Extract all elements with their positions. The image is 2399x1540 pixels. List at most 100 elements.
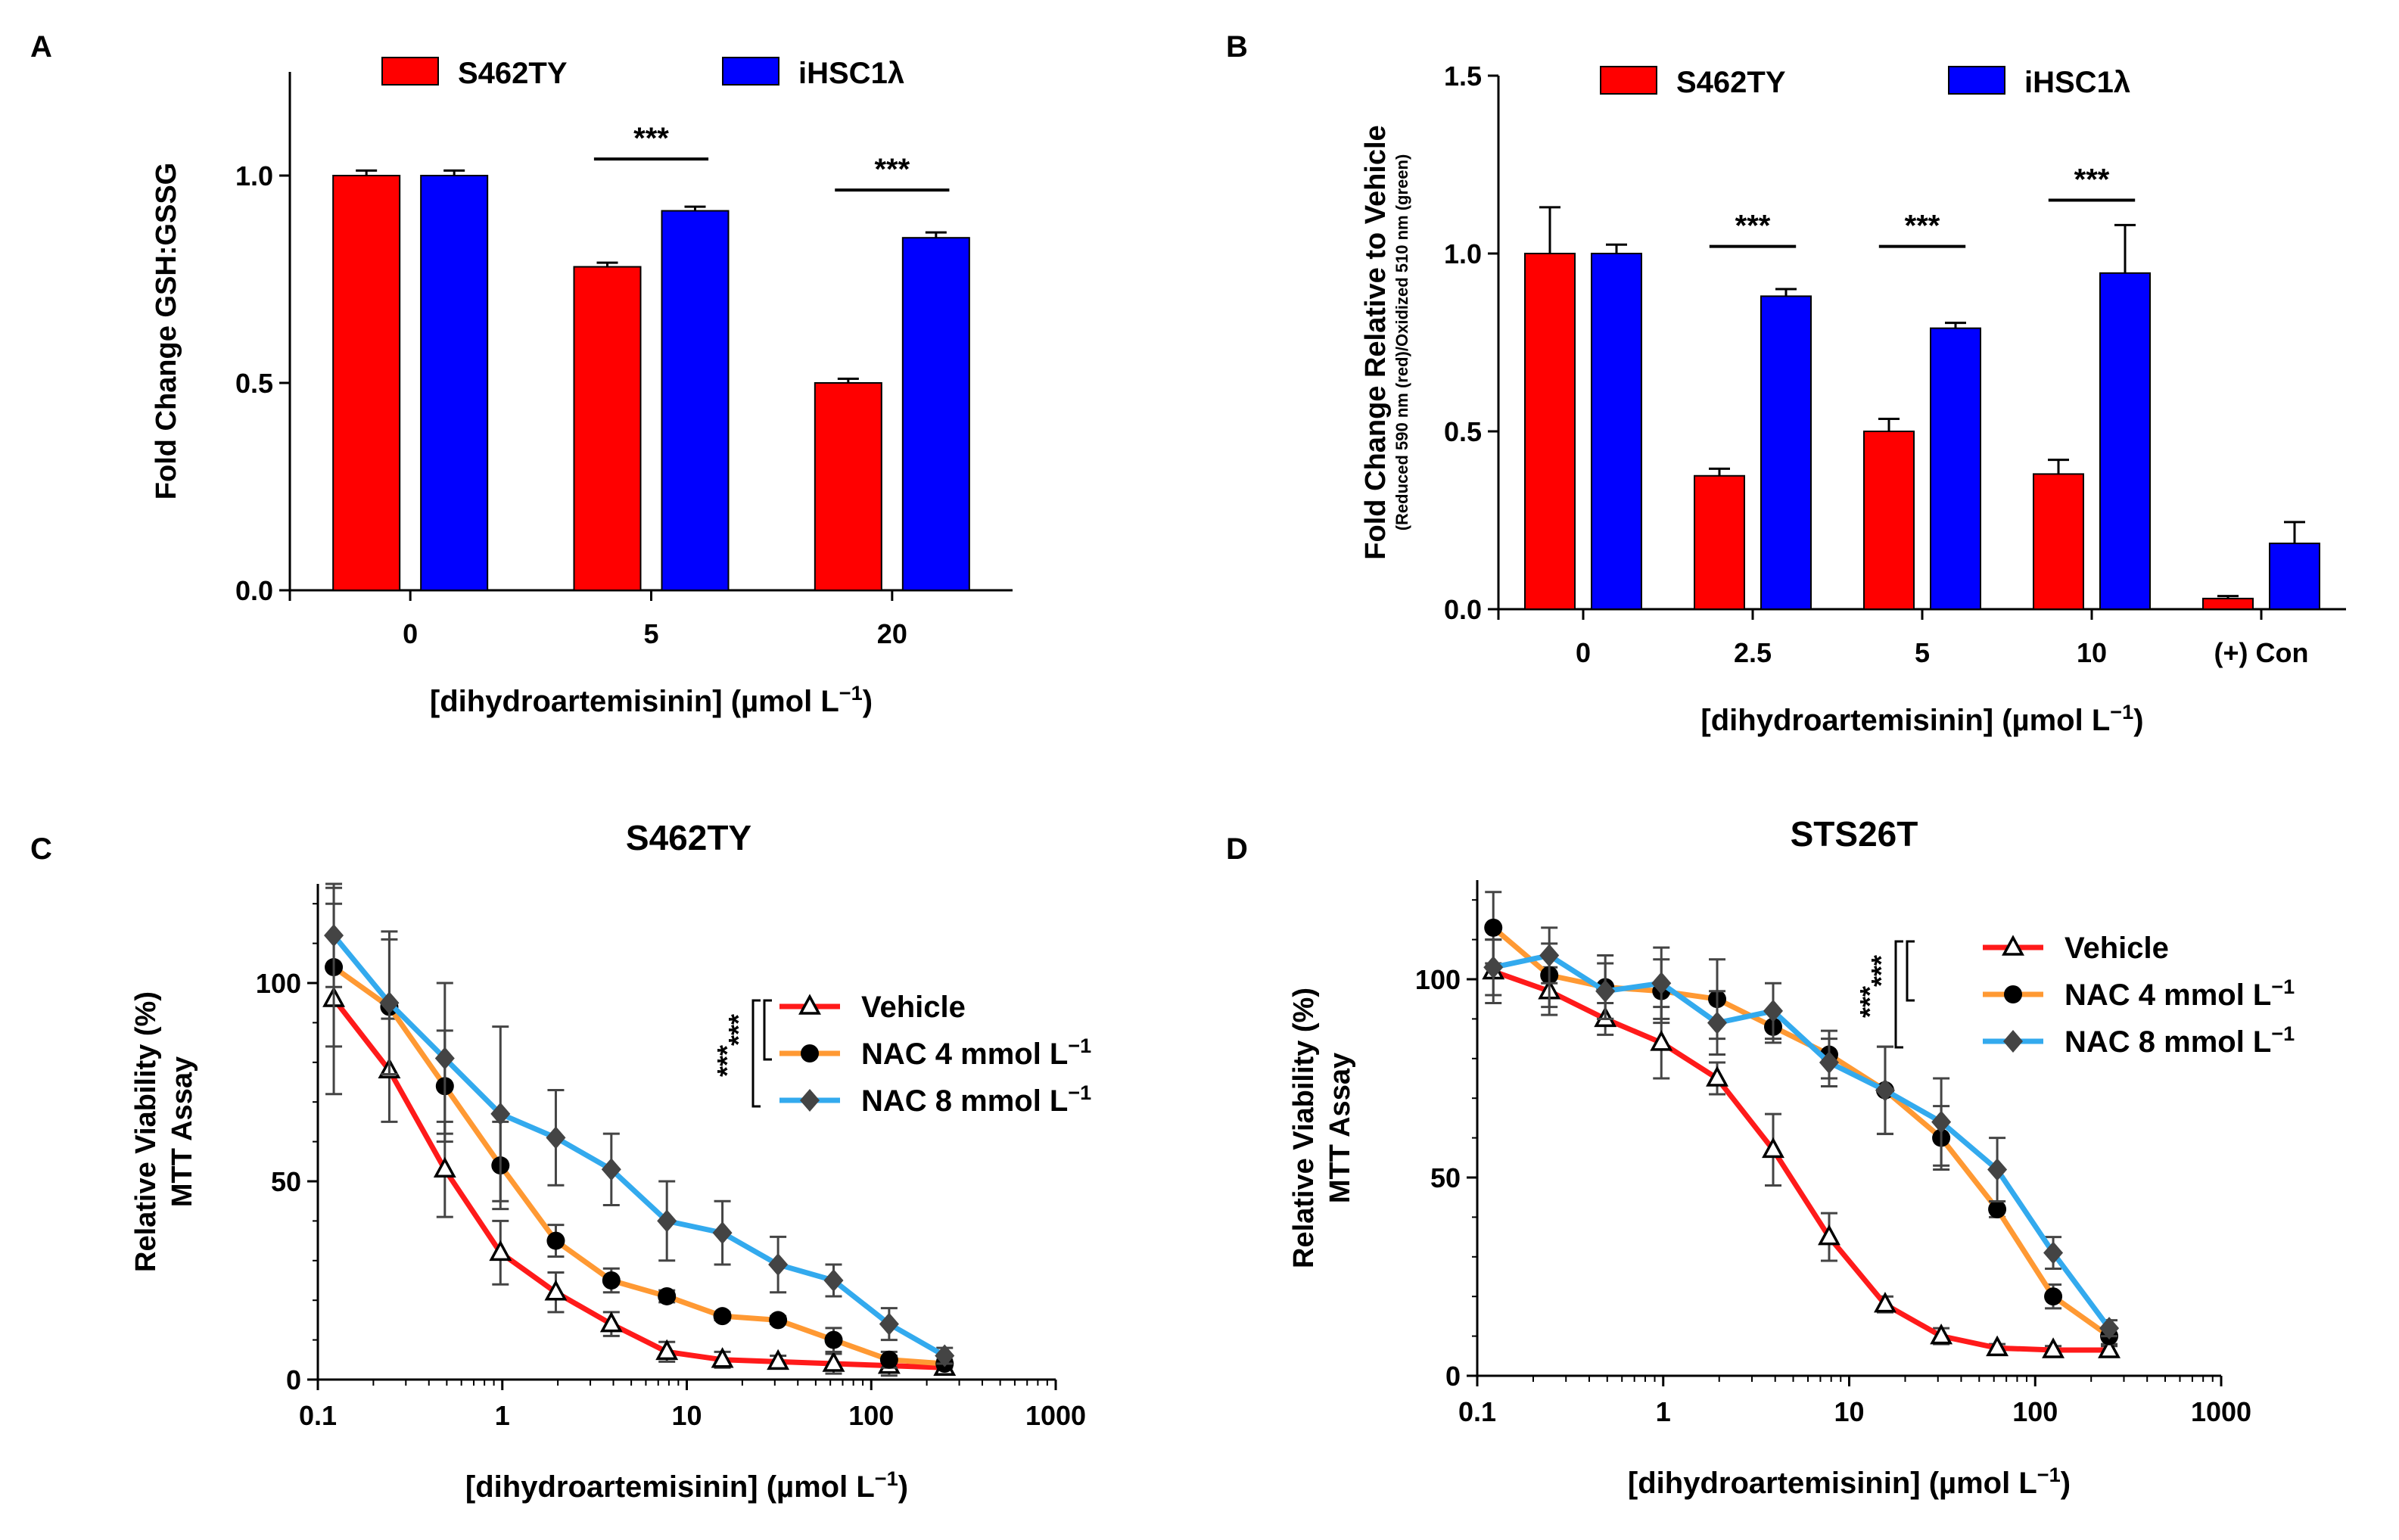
legend-label-text: NAC 4 mmol L: [2065, 978, 2271, 1012]
bar-s462ty: [332, 175, 401, 591]
data-point-0: [822, 1351, 845, 1372]
data-point-0: [655, 1339, 679, 1361]
significance-bracket: [1894, 940, 1903, 1049]
data-point-2: [601, 1158, 621, 1181]
panel-label-b: B: [1226, 30, 1248, 64]
x-axis-label-text: [dihydroartemisinin] (µmol L: [1628, 1467, 2037, 1500]
x-axis-label: [dihydroartemisinin] (µmol L−1): [465, 1467, 908, 1504]
data-point-0: [2042, 1337, 2065, 1358]
data-point-2: [1819, 1051, 1839, 1075]
data-point-0: [1874, 1292, 1896, 1313]
chart-title: S462TY: [626, 818, 751, 857]
y-tick-label: 1.0: [1444, 238, 1482, 269]
data-point-0: [711, 1347, 734, 1368]
data-point-0: [599, 1311, 623, 1333]
y-tick-label: 100: [1415, 964, 1461, 995]
legend-label-text: NAC 4 mmol L: [861, 1038, 1068, 1071]
x-axis-label-end: ): [863, 685, 873, 718]
legend-label: NAC 8 mmol L−1: [2065, 1022, 2295, 1059]
data-point-1: [2044, 1287, 2063, 1306]
legend-label-sup: −1: [2271, 1022, 2295, 1045]
legend-swatch: [1600, 66, 1657, 95]
data-point-0: [1650, 1030, 1673, 1051]
y-tick-label: 50: [271, 1166, 301, 1197]
y-tick-label: 1.5: [1444, 61, 1482, 92]
data-point-2: [823, 1269, 844, 1292]
data-point-0: [1986, 1335, 2009, 1357]
bar-ihsc1λ: [2099, 272, 2151, 610]
data-point-2: [657, 1209, 677, 1233]
significance-label: ***: [1905, 210, 1940, 243]
x-axis-label-sup: −1: [2110, 700, 2133, 723]
y-axis-label: Fold Change GSH:GSSG: [151, 163, 182, 499]
data-point-2: [1651, 972, 1672, 995]
bar-s462ty: [573, 266, 642, 591]
y-tick-label: 0.0: [235, 575, 273, 606]
series-line-2: [331, 933, 946, 1358]
y-tick-label: 1.0: [235, 160, 273, 191]
data-point-1: [879, 1350, 898, 1369]
data-point-1: [769, 1311, 788, 1330]
chart-title: STS26T: [1791, 814, 1918, 854]
legend-label-text: NAC 8 mmol L: [2065, 1025, 2271, 1059]
legend-marker: [2002, 935, 2024, 956]
bar-ihsc1λ: [2269, 543, 2320, 610]
series-line-0: [331, 997, 945, 1370]
bar-s462ty: [1863, 431, 1915, 610]
bar-ihsc1λ: [661, 210, 730, 591]
legend-label: S462TY: [458, 57, 568, 90]
data-point-2: [712, 1221, 733, 1245]
data-point-2: [490, 1102, 511, 1125]
y-axis-sublabel: MTT Assay: [1324, 1053, 1356, 1203]
data-point-2: [1875, 1078, 1895, 1102]
y-axis-label: Fold Change Relative to Vehicle: [1360, 125, 1392, 559]
data-point-2: [1707, 1011, 1728, 1034]
data-point-2: [324, 924, 344, 947]
significance-label: ***: [1865, 955, 1896, 987]
y-tick-label: 0: [286, 1364, 301, 1395]
y-axis-sublabel: MTT Assay: [166, 1056, 198, 1207]
bar-s462ty: [1524, 253, 1576, 610]
x-axis-label-text: [dihydroartemisinin] (µmol L: [465, 1470, 875, 1504]
legend-swatch: [1948, 66, 2005, 95]
bar-ihsc1λ: [1591, 253, 1642, 610]
legend-marker: [800, 1089, 820, 1112]
legend-label-sup: −1: [1068, 1034, 1091, 1057]
legend-label: S462TY: [1676, 66, 1786, 99]
legend-label: Vehicle: [2065, 932, 2169, 965]
x-tick-label: 100: [848, 1400, 894, 1431]
data-point-2: [935, 1344, 955, 1367]
x-tick-label: 10: [671, 1400, 702, 1431]
y-tick-label: 0: [1445, 1361, 1461, 1392]
data-point-0: [1930, 1323, 1953, 1345]
data-point-2: [1987, 1158, 2008, 1181]
legend-label: NAC 4 mmol L−1: [2065, 975, 2295, 1012]
x-tick-label: 20: [877, 618, 907, 649]
data-point-2: [434, 1047, 455, 1070]
data-point-0: [2098, 1337, 2121, 1358]
x-tick-label: 0: [403, 618, 418, 649]
bar-s462ty: [2033, 473, 2084, 611]
data-point-2: [1539, 944, 1560, 967]
legend-marker: [2004, 985, 2022, 1003]
x-tick-label: 0.1: [299, 1400, 337, 1431]
bar-s462ty: [1694, 474, 1745, 610]
data-point-0: [544, 1280, 568, 1301]
bar-ihsc1λ: [901, 237, 970, 591]
legend-marker: [798, 994, 821, 1015]
chart-panel-b: 0.0 0.5 1.0 1.5 0 2.5 5 10 (+) Con *** *** *** S462T…: [1360, 61, 2346, 737]
panel-label-c: C: [30, 832, 52, 866]
bar-ihsc1λ: [420, 175, 489, 591]
y-tick-label: 50: [1430, 1162, 1461, 1193]
data-point-2: [2043, 1241, 2064, 1265]
data-point-2: [1595, 979, 1616, 1003]
x-tick-label: 1: [1656, 1396, 1671, 1427]
legend-label-sup: −1: [1068, 1081, 1091, 1104]
y-tick-label: 0.5: [1444, 416, 1482, 447]
data-point-1: [1988, 1199, 2007, 1218]
series-line-1: [332, 965, 945, 1367]
series-line-2: [1492, 953, 2111, 1330]
bar-ihsc1λ: [1760, 295, 1812, 610]
